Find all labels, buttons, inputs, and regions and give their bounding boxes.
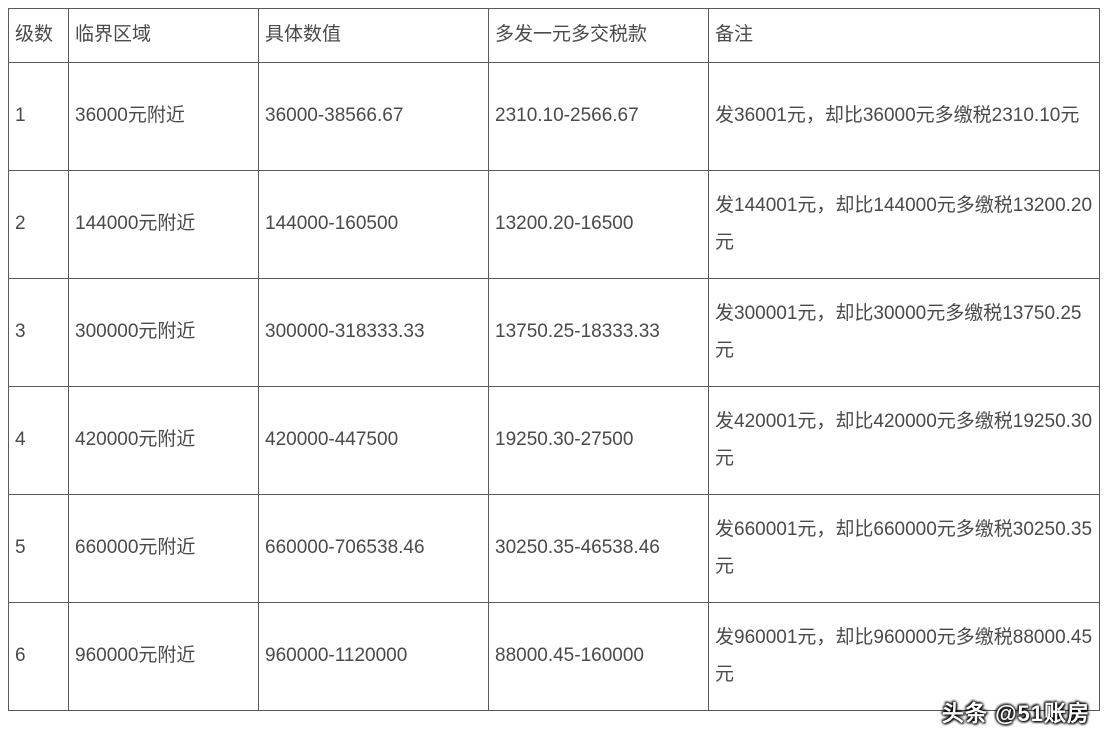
cell-tax: 13200.20-16500 (489, 171, 709, 279)
col-header-area: 临界区域 (69, 9, 259, 63)
cell-range: 960000-1120000 (259, 603, 489, 711)
table-row: 1 36000元附近 36000-38566.67 2310.10-2566.6… (9, 63, 1100, 171)
cell-range: 300000-318333.33 (259, 279, 489, 387)
table-row: 3 300000元附近 300000-318333.33 13750.25-18… (9, 279, 1100, 387)
col-header-tax: 多发一元多交税款 (489, 9, 709, 63)
cell-level: 1 (9, 63, 69, 171)
cell-level: 4 (9, 387, 69, 495)
watermark-text: 头条 @51账房 (942, 696, 1090, 728)
table-row: 5 660000元附近 660000-706538.46 30250.35-46… (9, 495, 1100, 603)
cell-tax: 88000.45-160000 (489, 603, 709, 711)
cell-range: 144000-160500 (259, 171, 489, 279)
cell-tax: 19250.30-27500 (489, 387, 709, 495)
table-row: 6 960000元附近 960000-1120000 88000.45-1600… (9, 603, 1100, 711)
cell-remark: 发300001元，却比30000元多缴税13750.25元 (709, 279, 1100, 387)
cell-area: 144000元附近 (69, 171, 259, 279)
cell-area: 960000元附近 (69, 603, 259, 711)
col-header-level: 级数 (9, 9, 69, 63)
table-header-row: 级数 临界区域 具体数值 多发一元多交税款 备注 (9, 9, 1100, 63)
cell-area: 300000元附近 (69, 279, 259, 387)
table-container: 级数 临界区域 具体数值 多发一元多交税款 备注 1 36000元附近 3600… (0, 0, 1108, 719)
cell-level: 5 (9, 495, 69, 603)
cell-area: 660000元附近 (69, 495, 259, 603)
col-header-remark: 备注 (709, 9, 1100, 63)
cell-remark: 发36001元，却比36000元多缴税2310.10元 (709, 63, 1100, 171)
cell-remark: 发960001元，却比960000元多缴税88000.45元 (709, 603, 1100, 711)
cell-level: 3 (9, 279, 69, 387)
cell-tax: 13750.25-18333.33 (489, 279, 709, 387)
cell-remark: 发660001元，却比660000元多缴税30250.35元 (709, 495, 1100, 603)
cell-range: 420000-447500 (259, 387, 489, 495)
cell-range: 36000-38566.67 (259, 63, 489, 171)
cell-level: 2 (9, 171, 69, 279)
cell-tax: 2310.10-2566.67 (489, 63, 709, 171)
cell-remark: 发144001元，却比144000元多缴税13200.20元 (709, 171, 1100, 279)
col-header-range: 具体数值 (259, 9, 489, 63)
cell-area: 420000元附近 (69, 387, 259, 495)
cell-range: 660000-706538.46 (259, 495, 489, 603)
cell-remark: 发420001元，却比420000元多缴税19250.30元 (709, 387, 1100, 495)
table-row: 4 420000元附近 420000-447500 19250.30-27500… (9, 387, 1100, 495)
cell-area: 36000元附近 (69, 63, 259, 171)
tax-threshold-table: 级数 临界区域 具体数值 多发一元多交税款 备注 1 36000元附近 3600… (8, 8, 1100, 711)
table-row: 2 144000元附近 144000-160500 13200.20-16500… (9, 171, 1100, 279)
cell-tax: 30250.35-46538.46 (489, 495, 709, 603)
cell-level: 6 (9, 603, 69, 711)
